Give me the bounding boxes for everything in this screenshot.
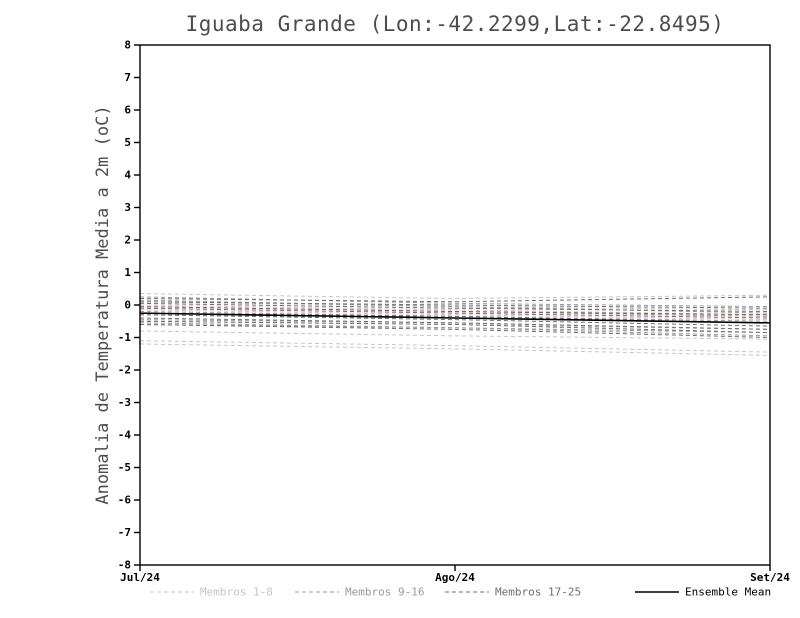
y-tick-label: 6 (124, 104, 131, 117)
y-tick-label: -5 (118, 461, 131, 474)
plot-area: -8 -7 -6 -5 -4 -3 -2 -1 0 1 2 3 4 5 6 7 8 Jul/24 Ago/24 Set… (118, 39, 790, 585)
y-tick-label: -2 (118, 364, 131, 377)
y-tick-label: -4 (118, 429, 132, 442)
y-tick-label: 5 (124, 136, 131, 149)
ensemble-member-line (139, 304, 771, 316)
y-tick-label: 7 (124, 71, 131, 84)
ensemble-member-line (139, 324, 771, 338)
y-tick-label: 2 (124, 234, 131, 247)
y-axis-label: Anomalia de Temperatura Media a 2m (oC) (93, 105, 113, 504)
ensemble-member-line (139, 301, 771, 309)
ensemble-member-line (139, 296, 771, 308)
y-tick-label: -1 (118, 331, 132, 344)
ensemble-member-line (139, 340, 771, 353)
chart-legend: Membros 1-8 Membros 9-16 Membros 17-25 Ense… (150, 586, 771, 599)
y-tick-label: 8 (124, 39, 131, 52)
red-dashed-reference-line (139, 306, 771, 316)
legend-label: Membros 9-16 (345, 586, 424, 599)
y-tick-label: -7 (118, 526, 131, 539)
ensemble-member-line (139, 317, 771, 330)
y-tick-label: -3 (118, 396, 131, 409)
legend-label: Ensemble Mean (685, 586, 771, 599)
ensemble-member-line (139, 320, 771, 334)
x-tick-label: Set/24 (750, 571, 790, 584)
chart-title: Iguaba Grande (Lon:-42.2299,Lat:-22.8495… (186, 12, 725, 36)
ensemble-member-line (139, 296, 771, 303)
legend-label: Membros 1-8 (200, 586, 273, 599)
y-tick-label: 4 (124, 169, 131, 182)
ensemble-mean-line (139, 312, 771, 324)
ensemble-member-line (139, 322, 771, 337)
ensemble-member-line (139, 330, 771, 340)
ensemble-member-line (139, 293, 771, 300)
y-tick-label: -6 (118, 494, 132, 507)
ensemble-member-line (139, 299, 771, 314)
ensemble-member-line (139, 309, 771, 321)
ensemble-member-line (139, 343, 771, 356)
y-tick-label: 0 (124, 299, 131, 312)
ensemble-member-line (139, 314, 771, 327)
legend-label: Membros 17-25 (495, 586, 581, 599)
y-tick-label: 3 (124, 201, 131, 214)
ensemble-member-line (139, 307, 771, 319)
y-tick-label: 1 (124, 266, 131, 279)
x-tick-label: Ago/24 (435, 571, 475, 584)
y-tick-label: -8 (118, 559, 131, 572)
x-tick-label: Jul/24 (120, 571, 160, 584)
ensemble-member-line (139, 302, 771, 312)
